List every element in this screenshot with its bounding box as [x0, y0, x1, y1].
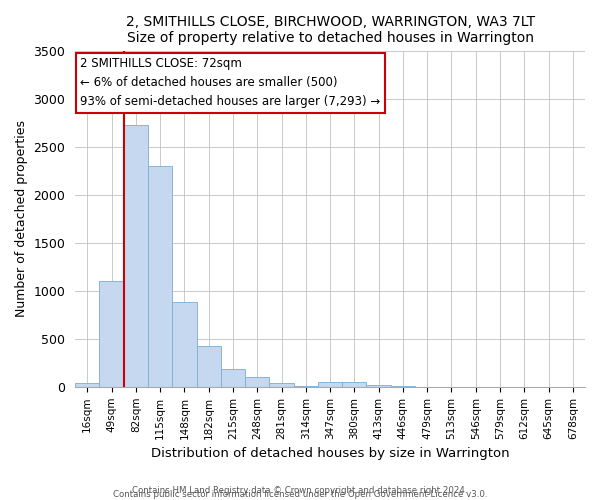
Bar	[245, 377, 269, 387]
Text: Contains HM Land Registry data © Crown copyright and database right 2024.: Contains HM Land Registry data © Crown c…	[132, 486, 468, 495]
Bar	[269, 383, 293, 387]
Bar	[75, 383, 100, 387]
Bar	[221, 369, 245, 387]
X-axis label: Distribution of detached houses by size in Warrington: Distribution of detached houses by size …	[151, 447, 509, 460]
Text: 2 SMITHILLS CLOSE: 72sqm
← 6% of detached houses are smaller (500)
93% of semi-d: 2 SMITHILLS CLOSE: 72sqm ← 6% of detache…	[80, 58, 380, 108]
Bar	[100, 281, 124, 387]
Bar	[342, 382, 367, 387]
Bar	[124, 124, 148, 387]
Bar	[148, 166, 172, 387]
Bar	[293, 386, 318, 387]
Title: 2, SMITHILLS CLOSE, BIRCHWOOD, WARRINGTON, WA3 7LT
Size of property relative to : 2, SMITHILLS CLOSE, BIRCHWOOD, WARRINGTO…	[125, 15, 535, 45]
Bar	[367, 385, 391, 387]
Y-axis label: Number of detached properties: Number of detached properties	[15, 120, 28, 317]
Text: Contains public sector information licensed under the Open Government Licence v3: Contains public sector information licen…	[113, 490, 487, 499]
Bar	[318, 382, 342, 387]
Bar	[197, 346, 221, 387]
Bar	[172, 302, 197, 387]
